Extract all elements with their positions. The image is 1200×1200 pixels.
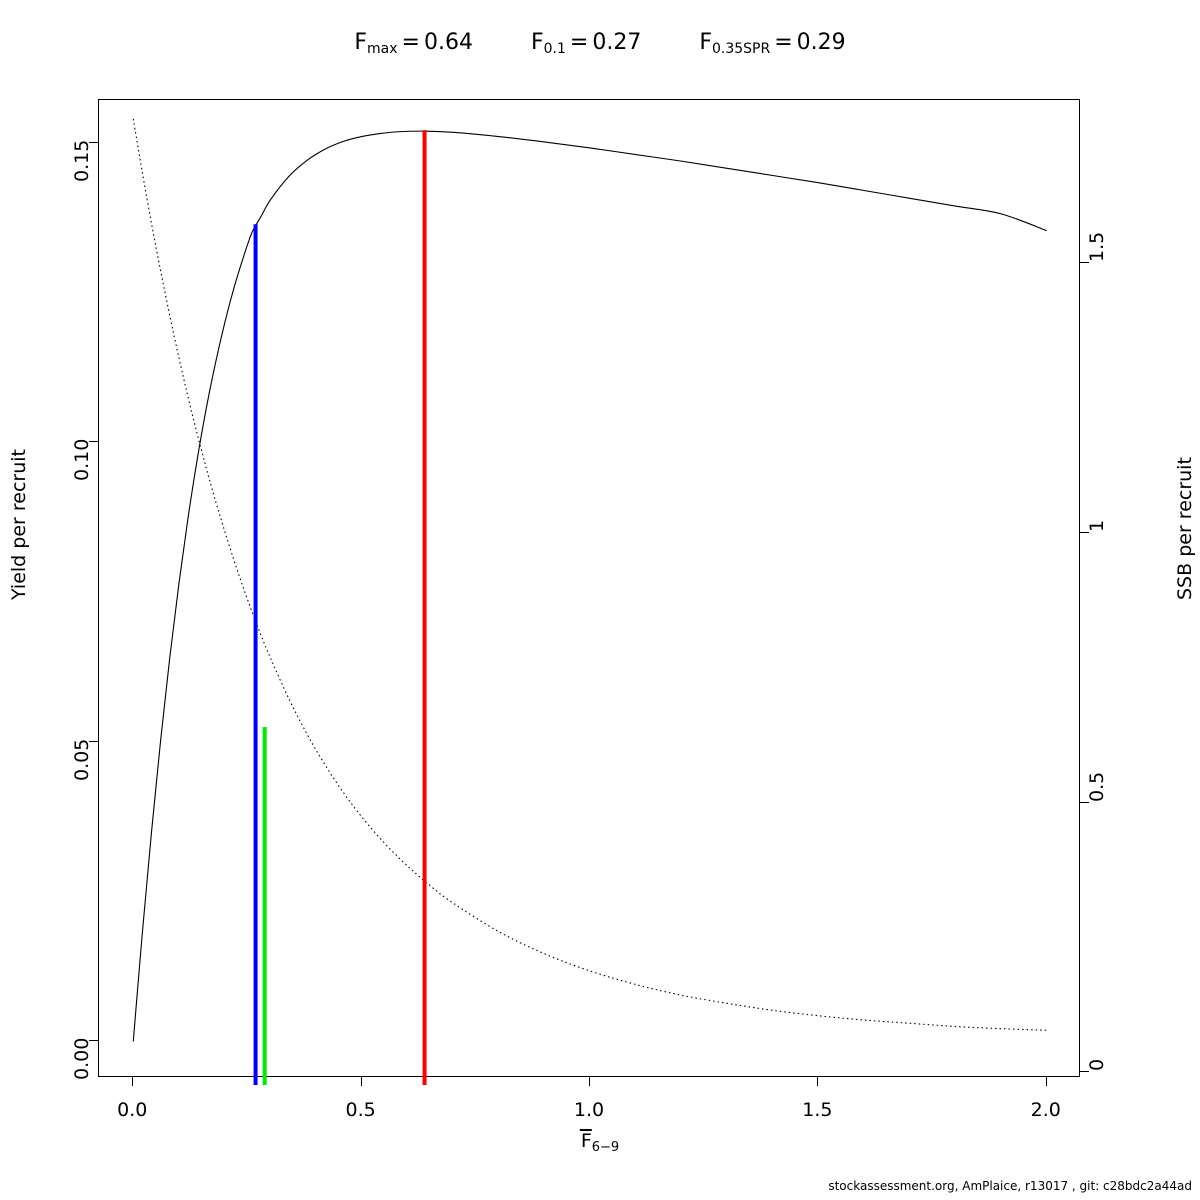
y-axis-right-tick (1080, 532, 1089, 534)
y-axis-right-tick (1080, 262, 1089, 264)
y-axis-right-title: SSB per recruit (1174, 457, 1196, 600)
title-value: 0.27 (592, 30, 642, 55)
x-axis-tick (817, 1077, 819, 1086)
x-axis-title-symbol: F (579, 1129, 592, 1152)
title-equals: = (569, 30, 589, 55)
series-line-ssb-per-recruit (132, 118, 1047, 1031)
y-axis-right-tick (1080, 801, 1089, 803)
x-axis-tick-label: 1.0 (573, 1099, 605, 1121)
y-axis-left-tick (89, 740, 98, 742)
y-axis-left-tick-label: 0.05 (71, 738, 93, 781)
title-symbol: F (699, 30, 712, 55)
y-axis-left-tick (89, 1040, 98, 1042)
title-value: 0.64 (423, 30, 473, 55)
y-axis-left-tick (89, 141, 98, 143)
title-symbol: F (530, 30, 544, 55)
x-axis-tick-label: 0.5 (345, 1099, 376, 1121)
title-equals: = (401, 30, 420, 55)
title-item-fmax: Fmax = 0.64 (354, 30, 473, 57)
x-axis-tick (360, 1077, 362, 1086)
title-equals: = (774, 30, 793, 55)
x-axis-tick-label: 2.0 (1030, 1099, 1061, 1121)
y-axis-left-tick-label: 0.15 (71, 139, 93, 182)
title-subscript: 0.1 (543, 41, 566, 57)
y-axis-right-tick-label: 1 (1086, 519, 1108, 533)
title-value: 0.29 (796, 30, 846, 55)
title-subscript: max (367, 41, 398, 57)
title-item-f35spr: F0.35SPR = 0.29 (699, 30, 845, 57)
title-item-f01: F0.1 = 0.27 (531, 30, 641, 57)
credit-text: stockassessment.org, AmPlaice, r13017 , … (828, 1179, 1192, 1193)
y-axis-left-tick (89, 441, 98, 443)
x-axis-tick (589, 1077, 590, 1086)
x-axis-tick (1045, 1077, 1047, 1086)
y-axis-right-tick (1080, 1071, 1089, 1073)
y-axis-left-tick-label: 0.00 (71, 1038, 93, 1081)
x-axis-tick-label: 0.0 (117, 1099, 148, 1121)
series-line-yield-per-recruit (132, 130, 1047, 1042)
plot-area (98, 99, 1080, 1077)
x-axis-tick-label: 1.5 (802, 1099, 833, 1121)
x-axis-title-subscript: 6−9 (591, 1140, 620, 1155)
title-subscript: 0.35SPR (711, 41, 771, 57)
title-symbol: F (354, 30, 368, 55)
y-axis-right-tick-label: 0 (1086, 1059, 1108, 1072)
series-layer (132, 118, 1047, 1042)
y-axis-right-tick-label: 0.5 (1086, 771, 1108, 802)
y-axis-left-title: Yield per recruit (8, 449, 30, 600)
x-axis-tick (132, 1077, 134, 1086)
page-title: Fmax = 0.64 F0.1 = 0.27 F0.35SPR = 0.29 (0, 30, 1200, 57)
plot-svg (132, 118, 1047, 1042)
x-axis-title: F6−9 (579, 1129, 620, 1155)
y-axis-left-tick-label: 0.10 (71, 438, 93, 482)
y-axis-right-tick-label: 1.5 (1086, 232, 1108, 263)
